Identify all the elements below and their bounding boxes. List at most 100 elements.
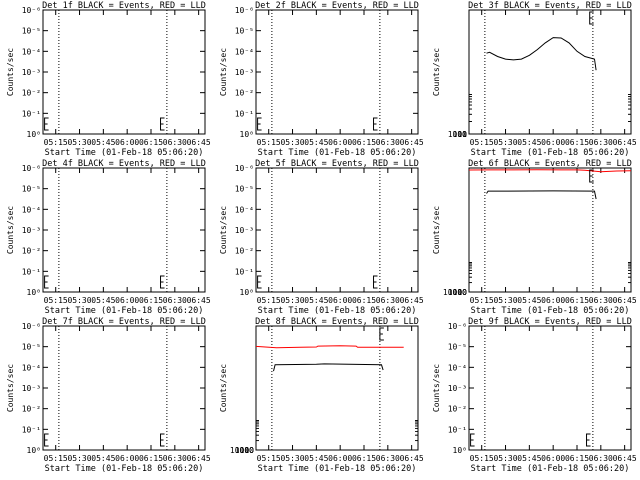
x-tick-label: 05:30 — [280, 454, 304, 463]
x-tick-label: 06:15 — [139, 454, 163, 463]
y-tick-label: 10⁻¹ — [448, 425, 467, 434]
plot-frame — [42, 167, 206, 293]
event-marker — [44, 433, 49, 447]
x-tick-label: 05:45 — [517, 454, 541, 463]
event-marker — [373, 275, 378, 289]
x-tick-label: 06:15 — [139, 138, 163, 147]
x-tick-label: 06:30 — [589, 296, 613, 305]
x-tick-label: 05:30 — [493, 138, 517, 147]
x-tick-label: 05:30 — [67, 296, 91, 305]
plot-frame — [468, 9, 632, 135]
y-tick-label: 10⁻⁵ — [22, 343, 41, 352]
x-tick-label: 05:45 — [91, 138, 115, 147]
x-axis-label: Start Time (01-Feb-18 05:06:20) — [471, 306, 630, 316]
detector-panel-2: Det 2f BLACK = Events, RED = LLD 10⁰ 10⁻¹ 1… — [219, 1, 424, 158]
x-axis-label: Start Time (01-Feb-18 05:06:20) — [258, 464, 417, 474]
x-tick-label: 05:30 — [67, 454, 91, 463]
x-tick-label: 05:45 — [517, 138, 541, 147]
panel-title: Det 8f BLACK = Events, RED = LLD — [255, 317, 419, 327]
y-tick-label: 10⁻² — [22, 405, 41, 414]
panel-title: Det 9f BLACK = Events, RED = LLD — [468, 317, 632, 327]
event-marker — [589, 169, 594, 183]
x-tick-label: 05:15 — [44, 296, 68, 305]
x-axis-label: Start Time (01-Feb-18 05:06:20) — [45, 148, 204, 158]
detector-panel-5: Det 5f BLACK = Events, RED = LLD 10⁰ 10⁻¹ 1… — [219, 159, 424, 316]
y-tick-label: 10⁰ — [27, 446, 41, 455]
detector-panel-8: Det 8f BLACK = Events, RED = LLD 10100100… — [219, 317, 424, 474]
y-axis-label: Counts/sec — [219, 206, 228, 254]
y-tick-label: 10⁻¹ — [22, 109, 41, 118]
x-tick-label: 06:00 — [328, 138, 352, 147]
x-tick-label: 06:00 — [541, 296, 565, 305]
x-tick-label: 05:45 — [304, 296, 328, 305]
detector-panel-9: Det 9f BLACK = Events, RED = LLD 10⁰ 10⁻¹ 1… — [432, 317, 637, 474]
x-tick-label: 06:45 — [613, 454, 637, 463]
x-tick-label: 06:15 — [565, 454, 589, 463]
detector-panel-7: Det 7f BLACK = Events, RED = LLD 10⁰ 10⁻¹ 1… — [6, 317, 211, 474]
x-tick-label: 05:15 — [44, 138, 68, 147]
plot-frame — [42, 9, 206, 135]
y-tick-label: 10⁻⁵ — [448, 343, 467, 352]
x-tick-label: 05:15 — [257, 296, 281, 305]
x-tick-label: 05:45 — [91, 454, 115, 463]
x-tick-label: 06:45 — [187, 296, 211, 305]
x-tick-label: 05:15 — [257, 138, 281, 147]
event-marker — [160, 117, 165, 131]
y-tick-label: 10⁻¹ — [235, 267, 254, 276]
x-axis-label: Start Time (01-Feb-18 05:06:20) — [471, 148, 630, 158]
panel-title: Det 2f BLACK = Events, RED = LLD — [255, 1, 419, 11]
y-tick-label: 10000 — [443, 288, 467, 297]
x-tick-label: 06:15 — [565, 138, 589, 147]
x-tick-label: 05:45 — [304, 454, 328, 463]
y-tick-label: 1000 — [448, 130, 467, 139]
x-tick-label: 06:30 — [376, 296, 400, 305]
plot-frame — [468, 167, 632, 293]
y-tick-label: 10⁻¹ — [22, 267, 41, 276]
x-tick-label: 06:00 — [115, 138, 139, 147]
y-axis-label: Counts/sec — [219, 48, 228, 96]
x-axis-label: Start Time (01-Feb-18 05:06:20) — [471, 464, 630, 474]
x-tick-label: 06:15 — [352, 138, 376, 147]
y-tick-label: 10⁻⁶ — [22, 322, 41, 331]
event-marker — [257, 275, 262, 289]
x-tick-label: 06:45 — [187, 138, 211, 147]
x-axis-label: Start Time (01-Feb-18 05:06:20) — [45, 464, 204, 474]
x-tick-label: 06:30 — [589, 454, 613, 463]
y-tick-label: 10⁻² — [22, 247, 41, 256]
panel-title: Det 6f BLACK = Events, RED = LLD — [468, 159, 632, 169]
x-tick-label: 06:30 — [376, 454, 400, 463]
x-tick-label: 06:00 — [328, 454, 352, 463]
x-tick-label: 06:00 — [328, 296, 352, 305]
panel-title: Det 1f BLACK = Events, RED = LLD — [42, 1, 206, 11]
plot-frame — [255, 325, 419, 451]
y-axis-label: Counts/sec — [6, 364, 15, 412]
y-tick-label: 10⁻² — [22, 89, 41, 98]
x-tick-label: 06:30 — [589, 138, 613, 147]
y-tick-label: 10⁻⁴ — [22, 47, 41, 56]
y-tick-label: 10⁻⁴ — [22, 363, 41, 372]
y-tick-label: 10⁻¹ — [22, 425, 41, 434]
y-tick-label: 10⁻⁴ — [22, 205, 41, 214]
x-tick-label: 05:15 — [44, 454, 68, 463]
y-tick-label: 10⁻³ — [22, 226, 41, 235]
x-tick-label: 06:15 — [352, 296, 376, 305]
y-tick-label: 10⁻⁵ — [22, 185, 41, 194]
event-marker — [586, 433, 591, 447]
y-axis-label: Counts/sec — [432, 364, 441, 412]
x-tick-label: 06:00 — [541, 138, 565, 147]
x-tick-label: 06:15 — [139, 296, 163, 305]
panel-title: Det 5f BLACK = Events, RED = LLD — [255, 159, 419, 169]
y-tick-label: 10⁻³ — [448, 384, 467, 393]
panel-title: Det 4f BLACK = Events, RED = LLD — [42, 159, 206, 169]
x-tick-label: 06:30 — [163, 296, 187, 305]
x-tick-label: 06:45 — [400, 296, 424, 305]
y-tick-label: 10⁰ — [240, 130, 254, 139]
y-tick-label: 10⁻³ — [235, 226, 254, 235]
y-tick-label: 10000 — [230, 446, 254, 455]
y-tick-label: 100 — [240, 446, 255, 455]
x-tick-label: 06:45 — [187, 454, 211, 463]
y-axis-label: Counts/sec — [219, 364, 228, 412]
x-tick-label: 05:30 — [493, 296, 517, 305]
y-axis-label: Counts/sec — [6, 48, 15, 96]
y-tick-label: 10⁻² — [235, 89, 254, 98]
